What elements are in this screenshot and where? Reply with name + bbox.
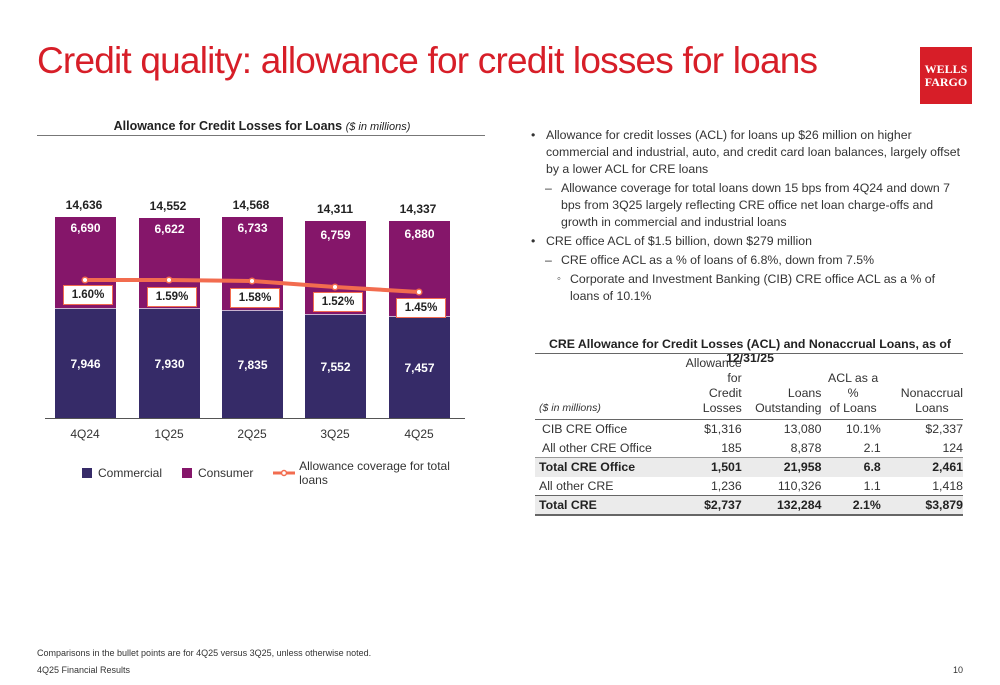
cell: 1,236 — [710, 478, 742, 493]
logo-line-1: WELLS — [924, 61, 968, 76]
column-header: ACL as a % of Loans — [821, 353, 893, 420]
chart-title-text: Allowance for Credit Losses for Loans — [113, 119, 343, 133]
wells-fargo-logo: WELLS FARGO — [920, 47, 972, 104]
row-label: CIB CRE Office — [542, 422, 628, 437]
cell: 1,501 — [664, 457, 742, 477]
logo-line-2: FARGO — [924, 74, 968, 89]
row-label: All other CRE — [539, 478, 614, 493]
column-header: Nonaccrual Loans — [892, 353, 963, 420]
acl-stacked-bar-chart: 14,636 6,690 7,946 14,552 6,622 7,930 14… — [0, 0, 500, 487]
header-line: Loans — [915, 401, 949, 415]
sub-sub-bullet: Corporate and Investment Banking (CIB) C… — [531, 271, 961, 305]
footnote: Comparisons in the bullet points are for… — [37, 648, 372, 658]
coverage-label: 1.60% — [63, 285, 113, 305]
line-marker-icon — [273, 469, 296, 477]
x-axis-label: 4Q24 — [70, 427, 100, 441]
table-row-subtotal: Total CRE Office 1,501 21,958 6.8 2,461 — [535, 457, 963, 477]
cell: 6.8 — [821, 457, 893, 477]
units-label: ($ in millions) — [535, 353, 665, 420]
bar-total: 14,311 — [316, 202, 354, 216]
cell: 21,958 — [741, 457, 822, 477]
header-line: Loans — [787, 386, 822, 400]
cre-acl-table: ($ in millions) Allowance for Credit Los… — [535, 353, 963, 516]
header-line: Outstanding — [755, 401, 822, 415]
cell: 2.1 — [863, 440, 881, 455]
bullet: CRE office ACL of $1.5 billion, down $27… — [531, 233, 961, 250]
bar-total: 14,636 — [65, 198, 103, 212]
cell: 2,461 — [892, 457, 963, 477]
cell: 1.1 — [863, 478, 881, 493]
header-line: Nonaccrual — [900, 386, 963, 400]
cell: 2.1% — [821, 495, 893, 516]
bar-segment-commercial: 7,946 — [55, 309, 116, 418]
page-title: Credit quality: allowance for credit los… — [37, 40, 818, 81]
bar-total: 14,568 — [232, 198, 270, 212]
footer-label: 4Q25 Financial Results — [37, 665, 131, 675]
bar-segment-commercial: 7,835 — [222, 311, 283, 418]
consumer-swatch-icon — [182, 468, 193, 478]
table-row-total: Total CRE $2,737 132,284 2.1% $3,879 — [535, 495, 963, 516]
legend-item-consumer: Consumer — [182, 466, 253, 480]
column-header: Allowance for Credit Losses — [664, 353, 742, 420]
x-axis-label: 4Q25 — [404, 427, 434, 441]
bullet: Allowance for credit losses (ACL) for lo… — [531, 127, 961, 178]
cell: 124 — [942, 440, 963, 455]
table-row: CIB CRE Office $1,316 13,080 10.1% $2,33… — [535, 420, 963, 439]
header-line: of Loans — [829, 401, 877, 415]
cell: 10.1% — [845, 422, 881, 437]
cell: 185 — [721, 440, 742, 455]
table-row: All other CRE 1,236 110,326 1.1 1,418 — [535, 477, 963, 496]
coverage-label: 1.45% — [396, 298, 446, 318]
bar-segment-commercial: 7,552 — [305, 315, 366, 418]
x-axis-label: 2Q25 — [237, 427, 267, 441]
commentary-bullets: Allowance for credit losses (ACL) for lo… — [531, 127, 961, 305]
header-line: Allowance for — [685, 356, 742, 385]
cell: $1,316 — [704, 422, 742, 437]
row-label: Total CRE Office — [535, 457, 665, 477]
cell: 13,080 — [783, 422, 822, 437]
chart-units: ($ in millions) — [345, 121, 411, 133]
cell: $2,337 — [925, 422, 963, 437]
commercial-swatch-icon — [82, 468, 92, 478]
chart-title: Allowance for Credit Losses for Loans ($… — [37, 119, 487, 133]
chart-title-divider — [37, 135, 485, 136]
cell: 8,878 — [790, 440, 822, 455]
header-line: ACL as a % — [828, 371, 879, 400]
page-number: 10 — [953, 665, 964, 675]
coverage-line — [81, 276, 423, 296]
bar-total: 14,552 — [149, 199, 187, 213]
legend-item-coverage: Allowance coverage for total loans — [273, 459, 480, 487]
cell: $3,879 — [892, 495, 963, 516]
bar-total: 14,337 — [399, 202, 437, 216]
legend-label: Allowance coverage for total loans — [299, 459, 450, 487]
coverage-label: 1.58% — [230, 288, 280, 308]
sub-bullet: CRE office ACL as a % of loans of 6.8%, … — [531, 252, 961, 269]
x-axis-label: 1Q25 — [154, 427, 184, 441]
x-axis — [45, 418, 465, 419]
legend-label: Consumer — [198, 466, 254, 480]
coverage-label: 1.52% — [313, 292, 363, 312]
bar-segment-commercial: 7,457 — [389, 317, 450, 418]
header-line: Credit Losses — [702, 386, 742, 415]
legend-label: Commercial — [98, 466, 163, 480]
x-axis-label: 3Q25 — [320, 427, 350, 441]
table-row: All other CRE Office 185 8,878 2.1 124 — [535, 439, 963, 458]
legend-item-commercial: Commercial — [82, 466, 162, 480]
row-label: Total CRE — [535, 495, 665, 516]
table-header-row: ($ in millions) Allowance for Credit Los… — [535, 353, 963, 420]
column-header: Loans Outstanding — [741, 353, 822, 420]
coverage-label: 1.59% — [147, 287, 197, 307]
cell: 110,326 — [777, 478, 822, 493]
sub-bullet: Allowance coverage for total loans down … — [531, 180, 961, 231]
cell: 1,418 — [932, 478, 963, 493]
cell: 132,284 — [741, 495, 822, 516]
row-label: All other CRE Office — [542, 440, 652, 455]
bar-segment-commercial: 7,930 — [139, 309, 200, 418]
cell: $2,737 — [664, 495, 742, 516]
chart-legend: Commercial Consumer Allowance coverage f… — [82, 459, 500, 487]
